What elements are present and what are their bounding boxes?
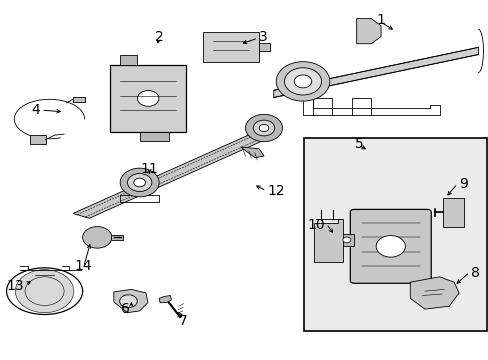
Circle shape — [259, 125, 268, 132]
Text: 1: 1 — [376, 13, 385, 27]
Circle shape — [294, 75, 311, 88]
Bar — [110, 65, 185, 132]
Circle shape — [134, 178, 145, 187]
Text: 8: 8 — [470, 266, 479, 280]
Text: 10: 10 — [306, 218, 325, 232]
Text: 14: 14 — [75, 259, 92, 273]
Text: 7: 7 — [179, 314, 187, 328]
Text: 2: 2 — [155, 30, 163, 44]
FancyBboxPatch shape — [349, 210, 430, 283]
Circle shape — [25, 277, 64, 306]
Circle shape — [137, 90, 159, 106]
Text: 11: 11 — [140, 162, 158, 176]
Polygon shape — [30, 135, 45, 144]
Polygon shape — [73, 97, 84, 102]
Text: 6: 6 — [121, 302, 130, 316]
Polygon shape — [159, 296, 171, 303]
Polygon shape — [273, 47, 478, 98]
Polygon shape — [73, 127, 281, 218]
Circle shape — [120, 168, 159, 197]
Circle shape — [284, 68, 321, 95]
Text: 9: 9 — [458, 177, 467, 190]
Circle shape — [342, 237, 350, 243]
Polygon shape — [339, 234, 353, 246]
Polygon shape — [409, 277, 458, 309]
Text: 4: 4 — [31, 103, 40, 117]
Circle shape — [245, 114, 282, 141]
Polygon shape — [140, 132, 168, 140]
Bar — [304, 138, 487, 330]
Polygon shape — [313, 220, 342, 262]
Circle shape — [82, 226, 112, 248]
Circle shape — [253, 120, 274, 136]
Polygon shape — [120, 55, 137, 65]
Circle shape — [127, 174, 152, 192]
Bar — [203, 32, 259, 62]
Circle shape — [276, 62, 329, 101]
Polygon shape — [443, 198, 463, 226]
Circle shape — [375, 235, 405, 257]
Polygon shape — [356, 19, 380, 44]
Text: 3: 3 — [259, 30, 267, 44]
Polygon shape — [111, 234, 122, 240]
Polygon shape — [114, 289, 148, 313]
Circle shape — [120, 295, 137, 308]
Text: 5: 5 — [354, 137, 363, 151]
Text: 13: 13 — [6, 279, 24, 293]
Text: 12: 12 — [267, 184, 285, 198]
Circle shape — [15, 270, 74, 313]
Bar — [259, 42, 269, 51]
Polygon shape — [240, 147, 264, 158]
